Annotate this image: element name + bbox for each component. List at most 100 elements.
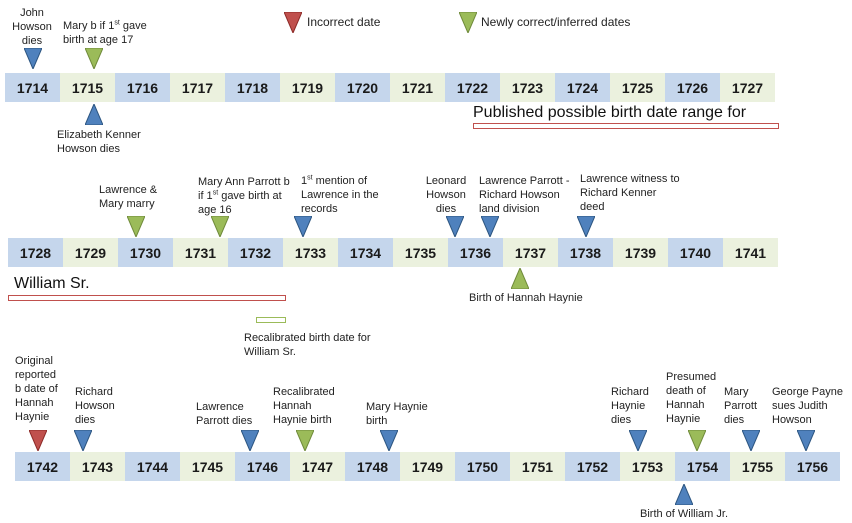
- year-cell: 1731: [173, 238, 228, 267]
- william-sr-range-bar: [8, 295, 286, 301]
- year-cell: 1748: [345, 452, 400, 481]
- year-cell: 1732: [228, 238, 283, 267]
- blue-down-triangle-icon: [742, 430, 760, 451]
- note-land-division: Lawrence Parrott - Richard Howson land d…: [479, 175, 570, 215]
- year-cell: 1737: [503, 238, 558, 267]
- note-original-reported-hannah: Original reported b date of Hannah Hayni…: [15, 355, 58, 423]
- year-cell: 1727: [720, 73, 775, 102]
- note-birth-william-jr: Birth of William Jr.: [640, 508, 729, 520]
- published-range-label: Published possible birth date range for: [473, 104, 747, 121]
- note-superscript: st: [307, 174, 313, 182]
- published-range-bar: [473, 123, 779, 129]
- year-cell: 1719: [280, 73, 335, 102]
- note-leonard-howson-dies: Leonard Howson dies: [425, 175, 467, 215]
- note-text: Mary Ann Parrott b if 1: [198, 176, 290, 202]
- recalibrated-william-bar: [256, 317, 286, 323]
- year-cell: 1733: [283, 238, 338, 267]
- note-richard-howson-dies: Richard Howson dies: [75, 386, 115, 426]
- note-mary-birth-age-17: Mary b if 1st gave birth at age 17: [63, 19, 161, 47]
- blue-down-triangle-icon: [74, 430, 92, 451]
- green-down-triangle-icon: [85, 48, 103, 69]
- year-cell: 1753: [620, 452, 675, 481]
- year-cell: 1747: [290, 452, 345, 481]
- year-cell: 1744: [125, 452, 180, 481]
- note-recalibrated-hannah: Recalibrated Hannah Haynie birth: [273, 386, 335, 426]
- blue-up-triangle-icon: [85, 104, 103, 125]
- year-cell: 1739: [613, 238, 668, 267]
- year-cell: 1749: [400, 452, 455, 481]
- note-george-payne-sues: George Payne sues Judith Howson: [772, 386, 843, 426]
- correct-date-down-triangle-icon: [459, 12, 477, 33]
- legend-incorrect-label: Incorrect date: [307, 15, 381, 29]
- year-cell: 1756: [785, 452, 840, 481]
- note-first-mention-lawrence: 1st mention of Lawrence in the records: [301, 174, 391, 216]
- year-cell: 1721: [390, 73, 445, 102]
- year-cell: 1720: [335, 73, 390, 102]
- year-cell: 1751: [510, 452, 565, 481]
- note-elizabeth-kenner-dies: Elizabeth Kenner Howson dies: [57, 129, 141, 155]
- year-cell: 1723: [500, 73, 555, 102]
- year-cell: 1718: [225, 73, 280, 102]
- blue-down-triangle-icon: [797, 430, 815, 451]
- note-recalibrated-william: Recalibrated birth date for William Sr.: [244, 332, 371, 358]
- note-text: 1: [301, 175, 308, 187]
- year-cell: 1742: [15, 452, 70, 481]
- blue-down-triangle-icon: [446, 216, 464, 237]
- incorrect-date-down-triangle-icon: [284, 12, 302, 33]
- note-mary-parrott-dies: Mary Parrott dies: [724, 386, 758, 426]
- note-lawrence-witness-deed: Lawrence witness to Richard Kenner deed: [580, 173, 680, 213]
- year-cell: 1750: [455, 452, 510, 481]
- timeline-row-2: 1728 1729 1730 1731 1732 1733 1734 1735 …: [8, 238, 778, 267]
- blue-down-triangle-icon: [577, 216, 595, 237]
- year-cell: 1722: [445, 73, 500, 102]
- year-cell: 1740: [668, 238, 723, 267]
- note-text: gave birth at age 17: [63, 20, 147, 46]
- year-cell: 1730: [118, 238, 173, 267]
- year-cell: 1715: [60, 73, 115, 102]
- green-down-triangle-icon: [211, 216, 229, 237]
- note-john-howson-dies: John Howson dies: [12, 7, 52, 47]
- year-cell: 1743: [70, 452, 125, 481]
- year-cell: 1716: [115, 73, 170, 102]
- year-cell: 1736: [448, 238, 503, 267]
- year-cell: 1729: [63, 238, 118, 267]
- green-down-triangle-icon: [127, 216, 145, 237]
- green-up-triangle-icon: [511, 268, 529, 289]
- note-lawrence-mary-marry: Lawrence & Mary marry: [99, 184, 158, 210]
- year-cell: 1726: [665, 73, 720, 102]
- year-cell: 1725: [610, 73, 665, 102]
- legend-correct-label: Newly correct/inferred dates: [481, 15, 631, 29]
- note-mary-haynie-birth: Mary Haynie birth: [366, 401, 428, 427]
- green-down-triangle-icon: [296, 430, 314, 451]
- timeline-row-3: 1742 1743 1744 1745 1746 1747 1748 1749 …: [15, 452, 840, 481]
- note-presumed-death-hannah: Presumed death of Hannah Haynie: [666, 371, 717, 425]
- note-birth-hannah-haynie: Birth of Hannah Haynie: [469, 292, 583, 304]
- note-mary-ann-birth-age-16: Mary Ann Parrott b if 1st gave birth at …: [198, 175, 298, 217]
- blue-down-triangle-icon: [241, 430, 259, 451]
- blue-down-triangle-icon: [24, 48, 42, 69]
- year-cell: 1717: [170, 73, 225, 102]
- year-cell: 1714: [5, 73, 60, 102]
- year-cell: 1752: [565, 452, 620, 481]
- william-sr-label: William Sr.: [14, 275, 90, 292]
- note-superscript: st: [212, 189, 219, 197]
- year-cell: 1755: [730, 452, 785, 481]
- year-cell: 1724: [555, 73, 610, 102]
- year-cell: 1735: [393, 238, 448, 267]
- note-text: gave birth at age 16: [198, 190, 282, 216]
- year-cell: 1754: [675, 452, 730, 481]
- year-cell: 1741: [723, 238, 778, 267]
- note-text: Mary b if 1: [63, 20, 115, 32]
- year-cell: 1745: [180, 452, 235, 481]
- note-superscript: st: [114, 19, 120, 27]
- green-down-triangle-icon: [688, 430, 706, 451]
- blue-down-triangle-icon: [481, 216, 499, 237]
- year-cell: 1738: [558, 238, 613, 267]
- year-cell: 1746: [235, 452, 290, 481]
- blue-down-triangle-icon: [294, 216, 312, 237]
- note-richard-haynie-dies: Richard Haynie dies: [611, 386, 649, 426]
- year-cell: 1734: [338, 238, 393, 267]
- blue-down-triangle-icon: [380, 430, 398, 451]
- note-text: mention of Lawrence in the records: [301, 175, 379, 215]
- timeline-row-1: 1714 1715 1716 1717 1718 1719 1720 1721 …: [5, 73, 775, 102]
